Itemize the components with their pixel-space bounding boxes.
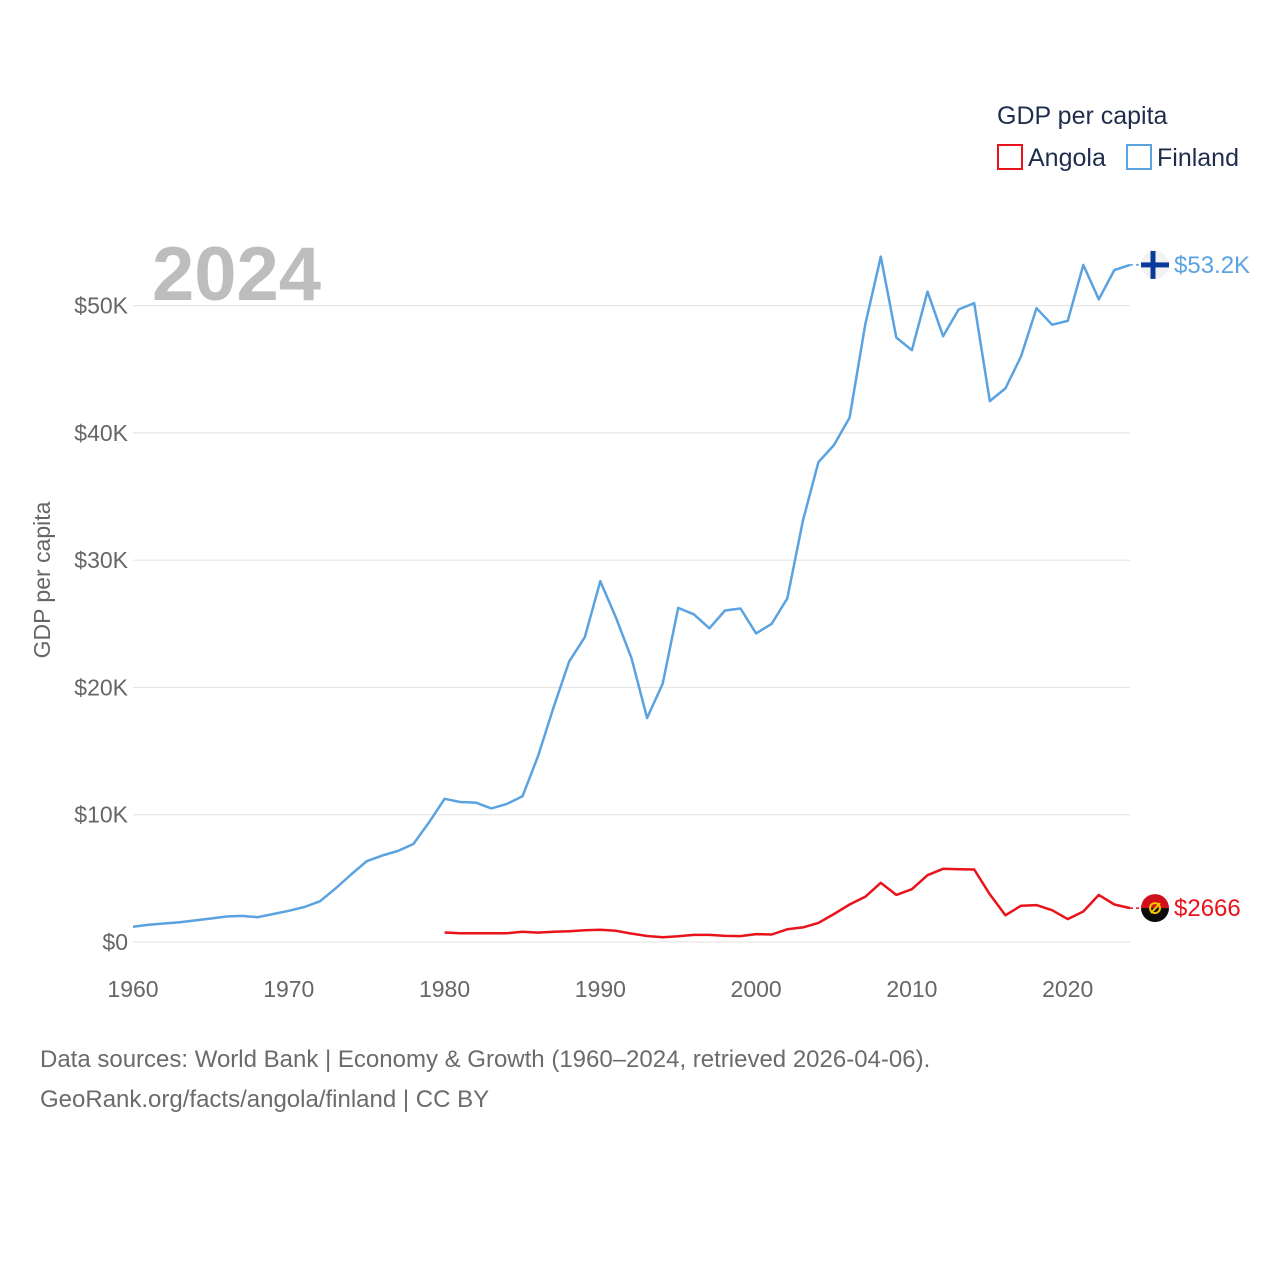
- legend-swatch-finland: [1126, 144, 1152, 170]
- y-tick-label: $0: [102, 929, 128, 955]
- x-tick-label: 1990: [575, 976, 626, 1002]
- source-line-1: Data sources: World Bank | Economy & Gro…: [40, 1046, 931, 1073]
- y-tick-label: $30K: [74, 547, 128, 573]
- chart: $0 $10K $20K $30K $40K $50K 1960 1970 1980 1990 2…: [29, 102, 1250, 1002]
- y-axis-ticks: $0 $10K $20K $30K $40K $50K: [74, 293, 128, 955]
- legend: GDP per capita Angola Finland: [997, 102, 1239, 172]
- legend-swatch-angola: [997, 144, 1023, 170]
- y-tick-label: $50K: [74, 293, 128, 319]
- current-year-label: 2024: [152, 232, 321, 317]
- y-axis-title: GDP per capita: [29, 501, 55, 658]
- series-line-angola: [444, 867, 1131, 939]
- x-tick-label: 1960: [107, 976, 158, 1002]
- source-line-2[interactable]: GeoRank.org/facts/angola/finland | CC BY: [40, 1086, 490, 1113]
- y-tick-label: $40K: [74, 420, 128, 446]
- legend-label-angola: Angola: [1028, 144, 1106, 172]
- x-axis-ticks: 1960 1970 1980 1990 2000 2010 2020: [107, 976, 1093, 1002]
- finland-flag-icon: [1141, 250, 1169, 279]
- y-tick-label: $20K: [74, 674, 128, 700]
- legend-title: GDP per capita: [997, 102, 1168, 130]
- legend-label-finland: Finland: [1157, 144, 1239, 172]
- x-tick-label: 2010: [886, 976, 937, 1002]
- legend-item-angola[interactable]: Angola: [997, 144, 1106, 172]
- source-note: Data sources: World Bank | Economy & Gro…: [40, 1040, 1240, 1120]
- angola-flag-icon: [1141, 894, 1169, 923]
- x-tick-label: 1980: [419, 976, 470, 1002]
- x-tick-label: 1970: [263, 976, 314, 1002]
- x-tick-label: 2020: [1042, 976, 1093, 1002]
- gridlines: [133, 305, 1130, 943]
- series-line-finland: [132, 255, 1131, 928]
- y-tick-label: $10K: [74, 802, 128, 828]
- series-lines: [132, 255, 1150, 939]
- end-label-finland: $53.2K: [1174, 252, 1250, 279]
- legend-item-finland[interactable]: Finland: [1126, 144, 1239, 172]
- x-tick-label: 2000: [731, 976, 782, 1002]
- end-label-angola: $2666: [1174, 895, 1241, 922]
